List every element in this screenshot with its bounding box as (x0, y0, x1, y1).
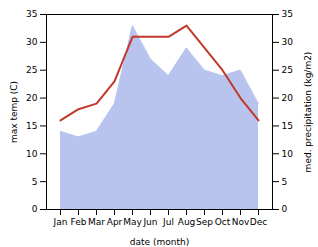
svg-text:Sep: Sep (196, 217, 213, 227)
svg-text:10: 10 (282, 149, 294, 159)
svg-text:Aug: Aug (178, 217, 196, 227)
svg-text:15: 15 (282, 121, 293, 131)
svg-text:Feb: Feb (71, 217, 87, 227)
svg-text:25: 25 (282, 65, 293, 75)
svg-text:15: 15 (26, 121, 37, 131)
svg-text:Jan: Jan (53, 217, 68, 227)
svg-text:30: 30 (282, 37, 294, 47)
svg-text:0: 0 (32, 204, 38, 214)
svg-text:35: 35 (26, 9, 37, 19)
svg-text:May: May (123, 217, 142, 227)
svg-text:25: 25 (26, 65, 37, 75)
svg-text:Apr: Apr (107, 217, 123, 227)
svg-text:20: 20 (26, 93, 38, 103)
svg-text:5: 5 (32, 177, 38, 187)
svg-text:Oct: Oct (215, 217, 231, 227)
svg-text:5: 5 (282, 177, 288, 187)
svg-text:Nov: Nov (232, 217, 250, 227)
svg-text:med. precipitation (kg/m2): med. precipitation (kg/m2) (303, 52, 313, 173)
svg-text:Mar: Mar (88, 217, 105, 227)
svg-text:Dec: Dec (250, 217, 267, 227)
svg-text:Jul: Jul (162, 217, 174, 227)
svg-text:max temp (C): max temp (C) (9, 81, 19, 143)
svg-text:20: 20 (282, 93, 294, 103)
svg-text:0: 0 (282, 204, 288, 214)
svg-text:35: 35 (282, 9, 293, 19)
svg-text:30: 30 (26, 37, 38, 47)
svg-text:10: 10 (26, 149, 38, 159)
svg-text:date (month): date (month) (130, 237, 189, 247)
svg-text:Jun: Jun (142, 217, 157, 227)
